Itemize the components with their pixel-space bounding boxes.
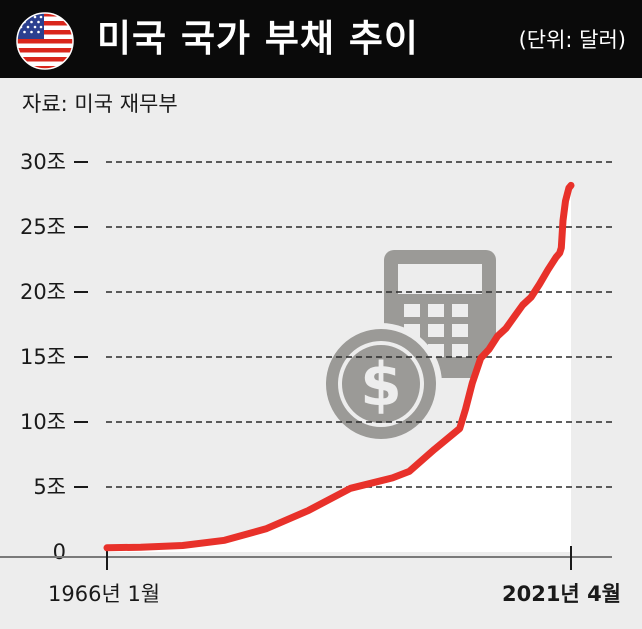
y-tick-label: 15조 xyxy=(20,345,66,369)
debt-area xyxy=(107,185,571,552)
calculator-dollar-coin-icon: $ xyxy=(320,250,496,445)
y-tick-label: 0 xyxy=(53,540,66,564)
chart-title: 미국 국가 부채 추이 xyxy=(97,17,419,60)
unit-label: (단위: 달러) xyxy=(518,28,626,52)
y-tick-label: 5조 xyxy=(33,475,66,499)
us-flag-icon xyxy=(16,12,74,70)
y-tick-label: 30조 xyxy=(20,150,66,174)
x-tick-label: 2021년 4월 xyxy=(502,582,621,606)
y-tick-label: 10조 xyxy=(20,410,66,434)
debt-line xyxy=(103,181,575,552)
x-axis-ticks: 1966년 1월 2021년 4월 xyxy=(48,546,621,606)
x-tick-label: 1966년 1월 xyxy=(48,582,160,606)
source-label: 자료: 미국 재무부 xyxy=(22,92,178,116)
header-bar: 미국 국가 부채 추이 (단위: 달러) xyxy=(0,0,642,78)
svg-text:$: $ xyxy=(360,350,402,420)
y-axis-ticks: 0 5조 10조 15조 20조 25조 30조 xyxy=(20,150,88,564)
y-tick-label: 25조 xyxy=(20,215,66,239)
y-tick-label: 20조 xyxy=(20,280,66,304)
